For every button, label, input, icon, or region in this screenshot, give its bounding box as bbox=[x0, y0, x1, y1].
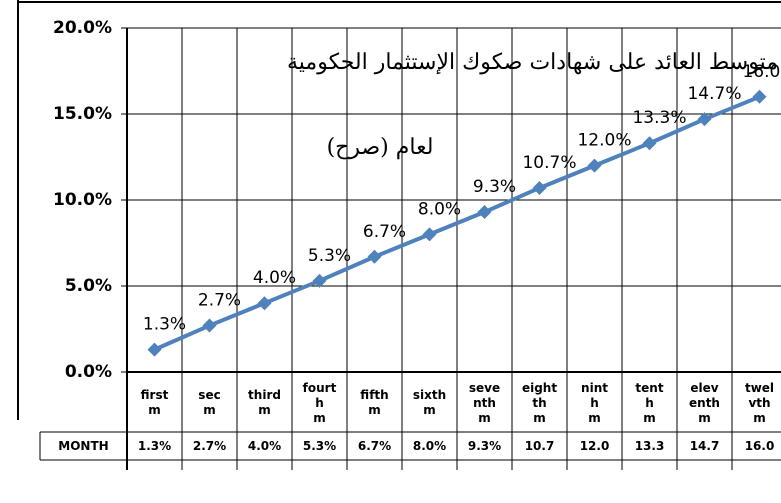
data-label: 5.3% bbox=[308, 246, 351, 266]
table-value: 10.7 bbox=[524, 438, 555, 453]
x-tick-label: sixth m bbox=[412, 388, 447, 417]
marker bbox=[752, 89, 767, 104]
x-tick-label: eight th m bbox=[521, 380, 558, 425]
table-series-name: MONTH bbox=[58, 438, 109, 453]
table-value: 16.0 bbox=[744, 438, 775, 453]
table-value: 14.7 bbox=[689, 438, 720, 453]
y-tick-label: 0.0% bbox=[65, 362, 112, 382]
table-value: 13.3 bbox=[634, 438, 665, 453]
marker bbox=[697, 112, 712, 127]
x-tick-label: seve nth m bbox=[468, 380, 501, 425]
y-tick-label: 10.0% bbox=[53, 190, 112, 210]
marker bbox=[642, 136, 657, 151]
data-label: 14.7% bbox=[687, 84, 741, 104]
x-tick-label: twel vth m bbox=[744, 380, 775, 425]
table-value: 12.0 bbox=[579, 438, 610, 453]
x-tick-label: first m bbox=[140, 388, 169, 417]
x-tick-label: nint h m bbox=[581, 380, 608, 425]
data-label: 4.0% bbox=[253, 268, 296, 288]
x-tick-label: tent h m bbox=[635, 380, 664, 425]
y-tick-label: 5.0% bbox=[65, 276, 112, 296]
data-label: 10.7% bbox=[522, 153, 576, 173]
data-label: 12.0% bbox=[577, 131, 631, 151]
marker bbox=[477, 205, 492, 220]
marker bbox=[587, 158, 602, 173]
marker bbox=[312, 273, 327, 288]
data-label: 16.0% bbox=[742, 62, 781, 82]
table-value: 5.3% bbox=[302, 438, 337, 453]
marker bbox=[367, 249, 382, 264]
x-tick-label: sec m bbox=[198, 388, 221, 417]
marker bbox=[532, 180, 547, 195]
table-value: 2.7% bbox=[192, 438, 227, 453]
x-tick-label: third m bbox=[248, 388, 281, 417]
data-label: 13.3% bbox=[632, 108, 686, 128]
data-label: 8.0% bbox=[418, 199, 461, 219]
x-tick-label: elev enth m bbox=[689, 380, 720, 425]
data-label: 1.3% bbox=[143, 315, 186, 335]
table-value: 6.7% bbox=[357, 438, 392, 453]
table-value: 4.0% bbox=[247, 438, 282, 453]
data-label: 9.3% bbox=[473, 177, 516, 197]
table-value: 9.3% bbox=[467, 438, 502, 453]
chart-subtitle: لعام (صرح) bbox=[326, 135, 434, 160]
line bbox=[153, 94, 761, 352]
data-label: 6.7% bbox=[363, 222, 406, 242]
x-tick-label: fifth m bbox=[360, 388, 389, 417]
marker bbox=[202, 318, 217, 333]
marker bbox=[422, 227, 437, 242]
table-value: 1.3% bbox=[137, 438, 172, 453]
chart-title: متوسط العائد على شهادات صكوك الإستثمار ا… bbox=[286, 50, 778, 75]
table-value: 8.0% bbox=[412, 438, 447, 453]
y-tick-label: 15.0% bbox=[53, 104, 112, 124]
y-tick-label: 20.0% bbox=[53, 18, 112, 38]
x-tick-label: fourt h m bbox=[302, 380, 337, 425]
data-label: 2.7% bbox=[198, 291, 241, 311]
marker bbox=[147, 342, 162, 357]
marker bbox=[257, 296, 272, 311]
